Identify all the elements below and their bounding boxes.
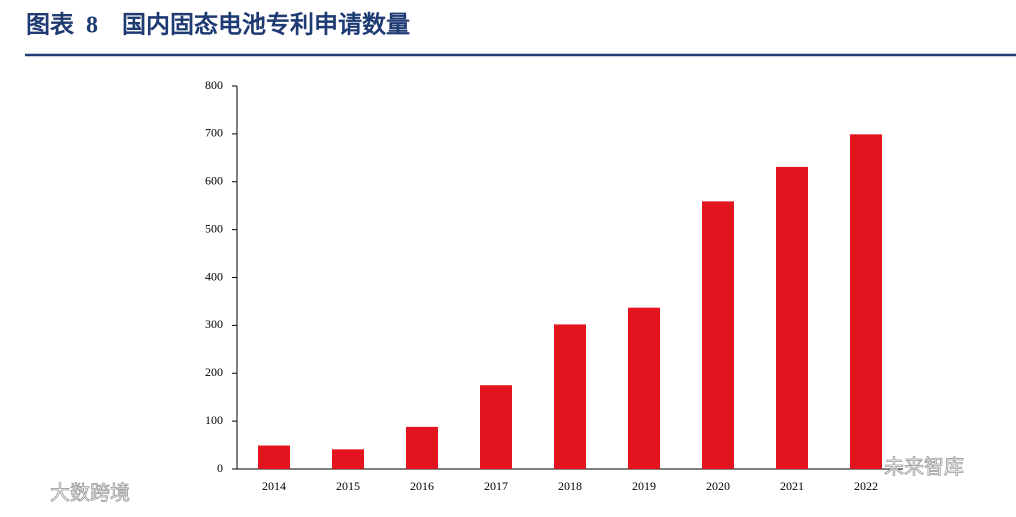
x-tick-label: 2020 xyxy=(706,479,730,493)
bar xyxy=(480,385,512,469)
watermark: 未来智库 xyxy=(884,455,964,479)
y-tick-label: 400 xyxy=(205,269,223,283)
chart-title: 图表 8 国内固态电池专利申请数量 xyxy=(26,11,410,39)
y-tick-label: 700 xyxy=(205,126,223,140)
y-tick-label: 200 xyxy=(205,365,223,379)
y-tick-label: 0 xyxy=(217,461,223,475)
bar xyxy=(258,445,290,469)
bar xyxy=(554,324,586,469)
bar xyxy=(702,201,734,469)
x-tick-label: 2018 xyxy=(558,479,582,493)
watermark: 大数跨境 xyxy=(50,481,130,505)
x-tick-label: 2017 xyxy=(484,479,508,493)
bar xyxy=(850,134,882,469)
y-tick-label: 600 xyxy=(205,174,223,188)
bar xyxy=(628,307,660,469)
x-tick-label: 2022 xyxy=(854,479,878,493)
y-tick-label: 500 xyxy=(205,221,223,235)
bar xyxy=(332,449,364,469)
y-tick-label: 300 xyxy=(205,317,223,331)
x-tick-label: 2019 xyxy=(632,479,656,493)
y-tick-label: 800 xyxy=(205,78,223,92)
x-tick-label: 2015 xyxy=(336,479,360,493)
bar xyxy=(406,426,438,469)
x-tick-label: 2014 xyxy=(262,479,286,493)
x-tick-label: 2016 xyxy=(410,479,434,493)
y-tick-label: 100 xyxy=(205,413,223,427)
x-tick-label: 2021 xyxy=(780,479,804,493)
bar xyxy=(776,166,808,469)
